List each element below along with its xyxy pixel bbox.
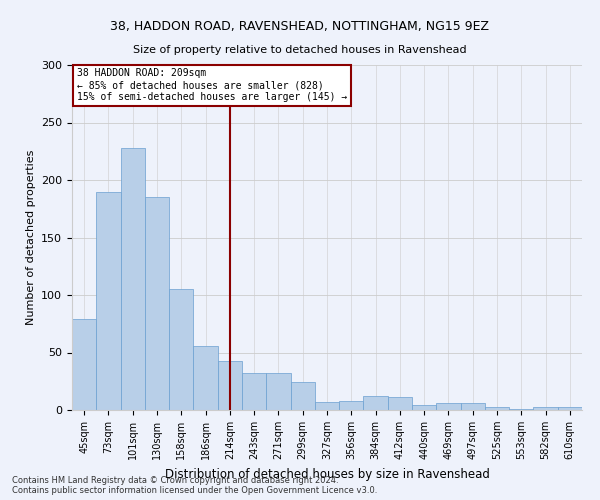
Y-axis label: Number of detached properties: Number of detached properties bbox=[26, 150, 35, 325]
Bar bbox=[388, 398, 412, 410]
Bar bbox=[121, 148, 145, 410]
X-axis label: Distribution of detached houses by size in Ravenshead: Distribution of detached houses by size … bbox=[164, 468, 490, 480]
Bar bbox=[266, 373, 290, 410]
Bar bbox=[364, 396, 388, 410]
Bar bbox=[558, 406, 582, 410]
Bar bbox=[72, 319, 96, 410]
Bar bbox=[509, 409, 533, 410]
Bar bbox=[533, 406, 558, 410]
Bar bbox=[485, 406, 509, 410]
Bar bbox=[290, 382, 315, 410]
Text: 38, HADDON ROAD, RAVENSHEAD, NOTTINGHAM, NG15 9EZ: 38, HADDON ROAD, RAVENSHEAD, NOTTINGHAM,… bbox=[110, 20, 490, 33]
Bar bbox=[96, 192, 121, 410]
Text: Contains HM Land Registry data © Crown copyright and database right 2024.
Contai: Contains HM Land Registry data © Crown c… bbox=[12, 476, 377, 495]
Bar bbox=[218, 360, 242, 410]
Bar bbox=[145, 197, 169, 410]
Text: 38 HADDON ROAD: 209sqm
← 85% of detached houses are smaller (828)
15% of semi-de: 38 HADDON ROAD: 209sqm ← 85% of detached… bbox=[77, 68, 347, 102]
Bar bbox=[169, 289, 193, 410]
Bar bbox=[193, 346, 218, 410]
Bar bbox=[339, 401, 364, 410]
Bar bbox=[242, 373, 266, 410]
Bar bbox=[436, 403, 461, 410]
Bar bbox=[461, 403, 485, 410]
Bar bbox=[315, 402, 339, 410]
Bar bbox=[412, 406, 436, 410]
Text: Size of property relative to detached houses in Ravenshead: Size of property relative to detached ho… bbox=[133, 45, 467, 55]
